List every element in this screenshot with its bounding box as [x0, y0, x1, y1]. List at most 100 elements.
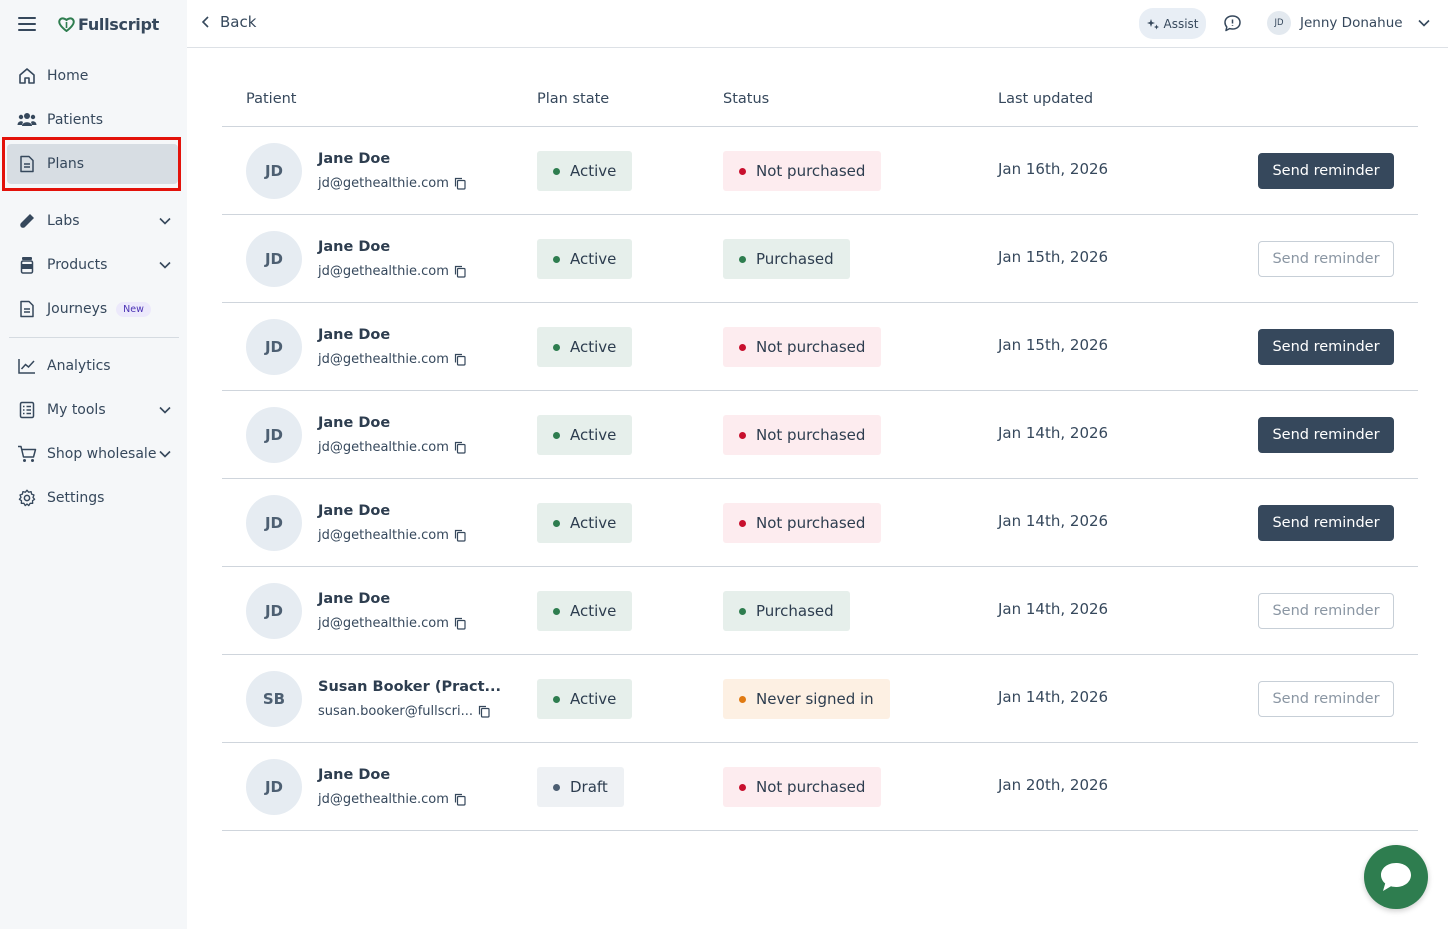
sidebar-item-label: Labs — [47, 213, 80, 229]
send-reminder-button[interactable]: Send reminder — [1258, 505, 1394, 541]
sidebar-item-label: Home — [47, 68, 89, 84]
cart-icon — [17, 444, 37, 464]
sidebar-item-shop-wholesale[interactable]: Shop wholesale — [7, 434, 178, 474]
patient-avatar: JD — [246, 143, 302, 199]
settings-icon — [17, 488, 37, 508]
plan-state-badge: Active — [537, 327, 633, 367]
status-dot — [739, 167, 746, 175]
patient-name[interactable]: Jane Doe — [318, 767, 391, 783]
status-label: Purchased — [756, 250, 834, 268]
plan-state-label: Draft — [570, 778, 608, 796]
fullscript-logo[interactable]: Fullscript — [58, 15, 159, 34]
patient-email: jd@gethealthie.com — [318, 352, 466, 367]
table-row[interactable]: JD Jane Doe jd@gethealthie.com Active Not pu… — [222, 127, 1418, 215]
plan-state-label: Active — [570, 426, 617, 444]
column-header-status: Status — [723, 91, 770, 107]
status-label: Not purchased — [756, 426, 866, 444]
status-label: Not purchased — [756, 338, 866, 356]
patient-avatar: SB — [246, 671, 302, 727]
plan-state-label: Active — [570, 514, 617, 532]
copy-icon[interactable] — [454, 353, 466, 366]
plan-state-label: Active — [570, 338, 617, 356]
avatar: JD — [1267, 11, 1291, 35]
sidebar-item-label: Settings — [47, 490, 105, 506]
user-menu[interactable]: JD Jenny Donahue — [1267, 11, 1431, 35]
copy-icon[interactable] — [454, 529, 466, 542]
purchase-status-badge: Not purchased — [723, 415, 882, 455]
plan-state-label: Active — [570, 162, 617, 180]
send-reminder-button[interactable]: Send reminder — [1258, 593, 1394, 629]
table-row[interactable]: JD Jane Doe jd@gethealthie.com Active Not pu… — [222, 479, 1418, 567]
copy-icon[interactable] — [454, 265, 466, 278]
sidebar-item-plans[interactable]: Plans — [7, 144, 178, 184]
patient-name[interactable]: Jane Doe — [318, 591, 391, 607]
table-row[interactable]: JD Jane Doe jd@gethealthie.com Draft Not pur… — [222, 743, 1418, 831]
assist-button[interactable]: Assist — [1139, 8, 1206, 39]
table-row[interactable]: JD Jane Doe jd@gethealthie.com Active Purcha… — [222, 567, 1418, 655]
copy-icon[interactable] — [454, 793, 466, 806]
table-row[interactable]: JD Jane Doe jd@gethealthie.com Active Not pu… — [222, 391, 1418, 479]
patient-name[interactable]: Jane Doe — [318, 327, 391, 343]
status-dot — [739, 431, 746, 439]
table-row[interactable]: SB Susan Booker (Pract... susan.booker@ful… — [222, 655, 1418, 743]
status-label: Not purchased — [756, 162, 866, 180]
patient-name[interactable]: Jane Doe — [318, 415, 391, 431]
last-updated-date: Jan 20th, 2026 — [998, 776, 1109, 794]
status-dot — [553, 167, 560, 175]
last-updated-date: Jan 16th, 2026 — [998, 160, 1109, 178]
table-row[interactable]: JD Jane Doe jd@gethealthie.com Active Purcha… — [222, 215, 1418, 303]
send-reminder-button[interactable]: Send reminder — [1258, 681, 1394, 717]
patient-name[interactable]: Susan Booker (Pract... — [318, 679, 502, 695]
menu-icon[interactable] — [18, 17, 36, 31]
sidebar-item-patients[interactable]: Patients — [7, 100, 178, 140]
plan-state-badge: Draft — [537, 767, 624, 807]
patient-email: jd@gethealthie.com — [318, 616, 466, 631]
purchase-status-badge: Not purchased — [723, 151, 882, 191]
purchase-status-badge: Not purchased — [723, 767, 882, 807]
copy-icon[interactable] — [454, 177, 466, 190]
send-reminder-button[interactable]: Send reminder — [1258, 153, 1394, 189]
send-reminder-button[interactable]: Send reminder — [1258, 417, 1394, 453]
sidebar-item-label: My tools — [47, 402, 106, 418]
table-row[interactable]: JD Jane Doe jd@gethealthie.com Active Not pu… — [222, 303, 1418, 391]
sidebar-item-settings[interactable]: Settings — [7, 478, 178, 518]
status-dot — [739, 255, 746, 263]
sidebar-item-home[interactable]: Home — [7, 56, 178, 96]
sidebar-item-journeys[interactable]: Journeys New — [7, 289, 178, 329]
patient-name[interactable]: Jane Doe — [318, 503, 391, 519]
send-reminder-button[interactable]: Send reminder — [1258, 241, 1394, 277]
chevron-down-icon[interactable] — [158, 214, 172, 228]
last-updated-date: Jan 14th, 2026 — [998, 688, 1109, 706]
status-dot — [739, 343, 746, 351]
journeys-icon — [17, 299, 37, 319]
sidebar-item-products[interactable]: Products — [7, 245, 178, 285]
chat-bubble-icon[interactable] — [1223, 14, 1242, 33]
patient-avatar: JD — [246, 759, 302, 815]
chat-launcher-button[interactable] — [1364, 845, 1428, 909]
status-dot — [739, 519, 746, 527]
status-dot — [553, 343, 560, 351]
products-icon — [17, 255, 37, 275]
chevron-down-icon[interactable] — [158, 403, 172, 417]
last-updated-date: Jan 14th, 2026 — [998, 424, 1109, 442]
chevron-down-icon[interactable] — [158, 447, 172, 461]
patient-name[interactable]: Jane Doe — [318, 151, 391, 167]
sidebar-item-labs[interactable]: Labs — [7, 201, 178, 241]
copy-icon[interactable] — [454, 441, 466, 454]
table-body: JD Jane Doe jd@gethealthie.com Active Not pu… — [222, 127, 1418, 831]
last-updated-date: Jan 15th, 2026 — [998, 336, 1109, 354]
back-button[interactable]: Back — [201, 13, 256, 31]
patient-name[interactable]: Jane Doe — [318, 239, 391, 255]
copy-icon[interactable] — [454, 617, 466, 630]
status-dot — [553, 695, 560, 703]
sidebar-item-analytics[interactable]: Analytics — [7, 346, 178, 386]
plan-state-badge: Active — [537, 503, 633, 543]
copy-icon[interactable] — [478, 705, 490, 718]
sidebar-item-my-tools[interactable]: My tools — [7, 390, 178, 430]
column-header-last-updated: Last updated — [998, 91, 1094, 107]
send-reminder-button[interactable]: Send reminder — [1258, 329, 1394, 365]
table-header: Patient Plan state Status Last updated — [222, 78, 1418, 127]
chevron-down-icon[interactable] — [158, 258, 172, 272]
patient-email: jd@gethealthie.com — [318, 528, 466, 543]
sidebar: Fullscript Home Patients Plans Labs — [0, 0, 187, 929]
